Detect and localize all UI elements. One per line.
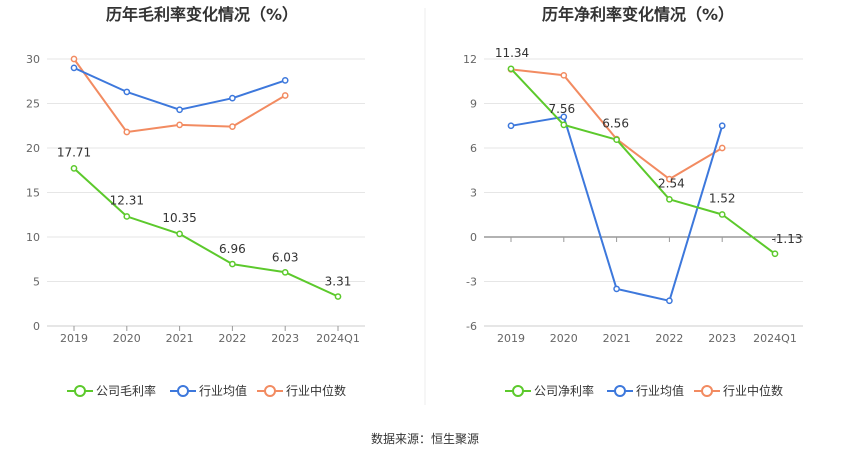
net-industry_avg-point — [613, 285, 620, 293]
gross-industry_median-series-line — [73, 58, 286, 133]
gross-legend-label: 行业均值 — [199, 383, 247, 398]
gross-x-tick-label: 2023 — [271, 332, 299, 345]
net-industry_avg-series-line — [510, 115, 724, 302]
net-company-point — [718, 211, 726, 218]
gross-industry_median-point — [281, 92, 289, 99]
gross-y-tick-label: 15 — [26, 187, 40, 200]
gross-legend-label: 行业中位数 — [286, 383, 346, 398]
gross-y-tick-label: 20 — [26, 142, 40, 155]
net-data-label: 1.52 — [709, 191, 736, 205]
net-y-tick-label: 0 — [470, 231, 477, 244]
net-x-tick-label: 2022 — [655, 332, 683, 345]
net-data-label: 7.56 — [548, 102, 575, 116]
net-legend-marker — [614, 385, 626, 397]
net-y-tick-label: 9 — [470, 98, 477, 111]
net-industry_avg-point — [666, 297, 673, 305]
gross-data-label: 10.35 — [162, 211, 196, 225]
net-industry_avg-point — [507, 122, 515, 130]
net-company-point — [771, 250, 779, 258]
net-industry_median-point — [666, 175, 673, 183]
gross-x-tick-label: 2024Q1 — [316, 332, 360, 345]
gross-company-point — [229, 260, 236, 268]
net-legend-label: 行业均值 — [636, 383, 684, 398]
net-data-label: -1.13 — [771, 232, 802, 246]
net-company-point — [666, 195, 673, 203]
gross-industry_avg-point — [229, 94, 236, 102]
gross-data-label: 6.03 — [272, 250, 299, 264]
gross-company-series-line — [73, 167, 339, 298]
net-data-label: 6.56 — [602, 117, 629, 131]
net-x-tick-label: 2019 — [497, 332, 525, 345]
net-company-series-line — [510, 68, 776, 255]
gross-data-label: 12.31 — [110, 193, 144, 207]
gross-margin-title: 历年毛利率变化情况（%） — [106, 5, 298, 24]
gross-y-tick-label: 0 — [33, 320, 40, 333]
net-company-point — [560, 121, 568, 129]
gross-company-point — [281, 268, 289, 276]
gross-company-point — [334, 293, 342, 300]
net-x-tick-label: 2020 — [550, 332, 578, 345]
net-industry_avg-point — [718, 122, 726, 130]
net-industry_avg-point — [560, 113, 568, 121]
net-company-point — [507, 65, 515, 73]
net-legend-marker — [512, 385, 524, 397]
gross-legend-label: 公司毛利率 — [96, 383, 156, 398]
gross-data-label: 3.31 — [325, 275, 352, 289]
gross-legend-marker — [264, 385, 276, 397]
net-industry_median-point — [718, 144, 726, 152]
gross-legend-marker — [177, 385, 189, 397]
source-text: 数据来源：恒生聚源 — [371, 431, 479, 446]
gross-x-tick-label: 2019 — [60, 332, 88, 345]
gross-industry_avg-point — [70, 64, 78, 72]
gross-x-tick-label: 2020 — [113, 332, 141, 345]
gross-company-point — [70, 165, 78, 172]
gross-industry_avg-point — [176, 106, 183, 114]
net-industry_median-point — [560, 71, 568, 79]
net-margin-title: 历年净利率变化情况（%） — [542, 5, 734, 24]
net-x-tick-label: 2021 — [603, 332, 631, 345]
gross-y-tick-label: 25 — [26, 98, 40, 111]
gross-y-tick-label: 30 — [26, 53, 40, 66]
net-y-tick-label: -3 — [466, 276, 477, 289]
net-y-tick-label: 3 — [470, 187, 477, 200]
gross-y-tick-label: 10 — [26, 231, 40, 244]
gross-industry_avg-point — [123, 88, 131, 96]
gross-x-tick-label: 2022 — [218, 332, 246, 345]
gross-industry_median-point — [176, 121, 183, 129]
net-y-tick-label: 6 — [470, 142, 477, 155]
gross-data-label: 17.71 — [57, 145, 91, 159]
net-company-point — [613, 136, 620, 144]
net-legend-marker — [701, 385, 713, 397]
net-x-tick-label: 2023 — [708, 332, 736, 345]
gross-industry_median-point — [229, 123, 236, 130]
gross-industry_median-point — [70, 55, 78, 63]
net-x-tick-label: 2024Q1 — [753, 332, 797, 345]
gross-legend-marker — [74, 385, 86, 397]
gross-data-label: 6.96 — [219, 242, 246, 256]
gross-industry_median-point — [123, 128, 131, 136]
gross-industry_avg-point — [281, 77, 289, 84]
net-y-tick-label: 12 — [463, 53, 477, 66]
net-legend-label: 公司净利率 — [534, 383, 594, 398]
net-data-label: 11.34 — [495, 46, 529, 60]
gross-y-tick-label: 5 — [33, 276, 40, 289]
net-y-tick-label: -6 — [466, 320, 477, 333]
gross-company-point — [123, 213, 131, 220]
gross-x-tick-label: 2021 — [166, 332, 194, 345]
net-legend-label: 行业中位数 — [723, 383, 783, 398]
net-data-label: 2.54 — [658, 176, 685, 190]
gross-company-point — [176, 230, 183, 238]
